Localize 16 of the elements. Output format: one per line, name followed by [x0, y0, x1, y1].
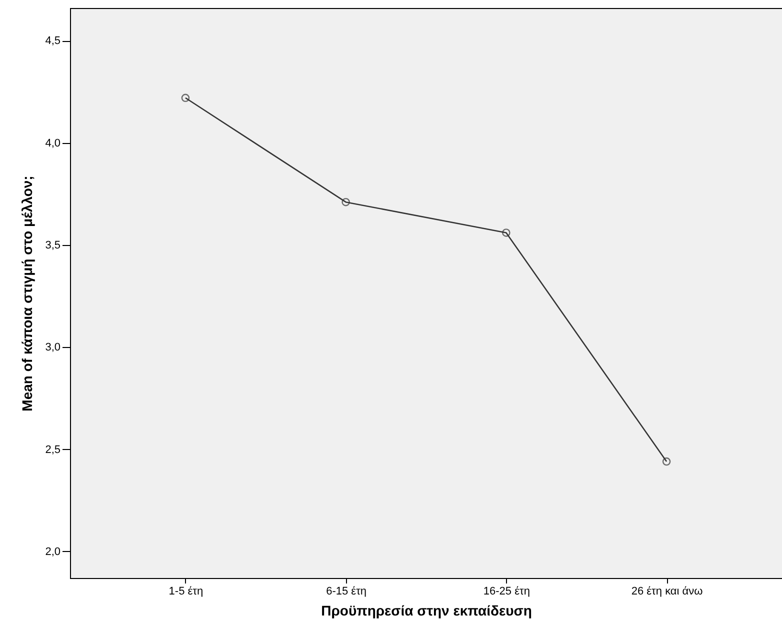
- y-tick-label: 4,0: [45, 137, 60, 150]
- x-axis-title: Προϋπηρεσία στην εκπαίδευση: [321, 602, 532, 618]
- x-tick-label: 1-5 έτη: [168, 586, 204, 598]
- y-tick-label: 3,0: [45, 342, 60, 354]
- y-tick-label: 2,5: [45, 444, 60, 456]
- x-tick-label: 26 έτη και άνω: [631, 586, 704, 598]
- y-axis-title: Mean of κάποια στιγμή στο μέλλον;: [19, 176, 36, 412]
- point: [342, 198, 350, 206]
- y-tick-label: 2,0: [45, 546, 60, 558]
- x-tick-label: 6-15 έτη: [326, 586, 367, 598]
- y-tick-label: 3,5: [45, 239, 60, 252]
- y-tick-label: 4,5: [45, 35, 60, 48]
- point: [662, 457, 671, 466]
- point: [502, 228, 510, 237]
- point: [181, 94, 190, 102]
- x-tick-label: 16-25 έτη: [483, 586, 530, 598]
